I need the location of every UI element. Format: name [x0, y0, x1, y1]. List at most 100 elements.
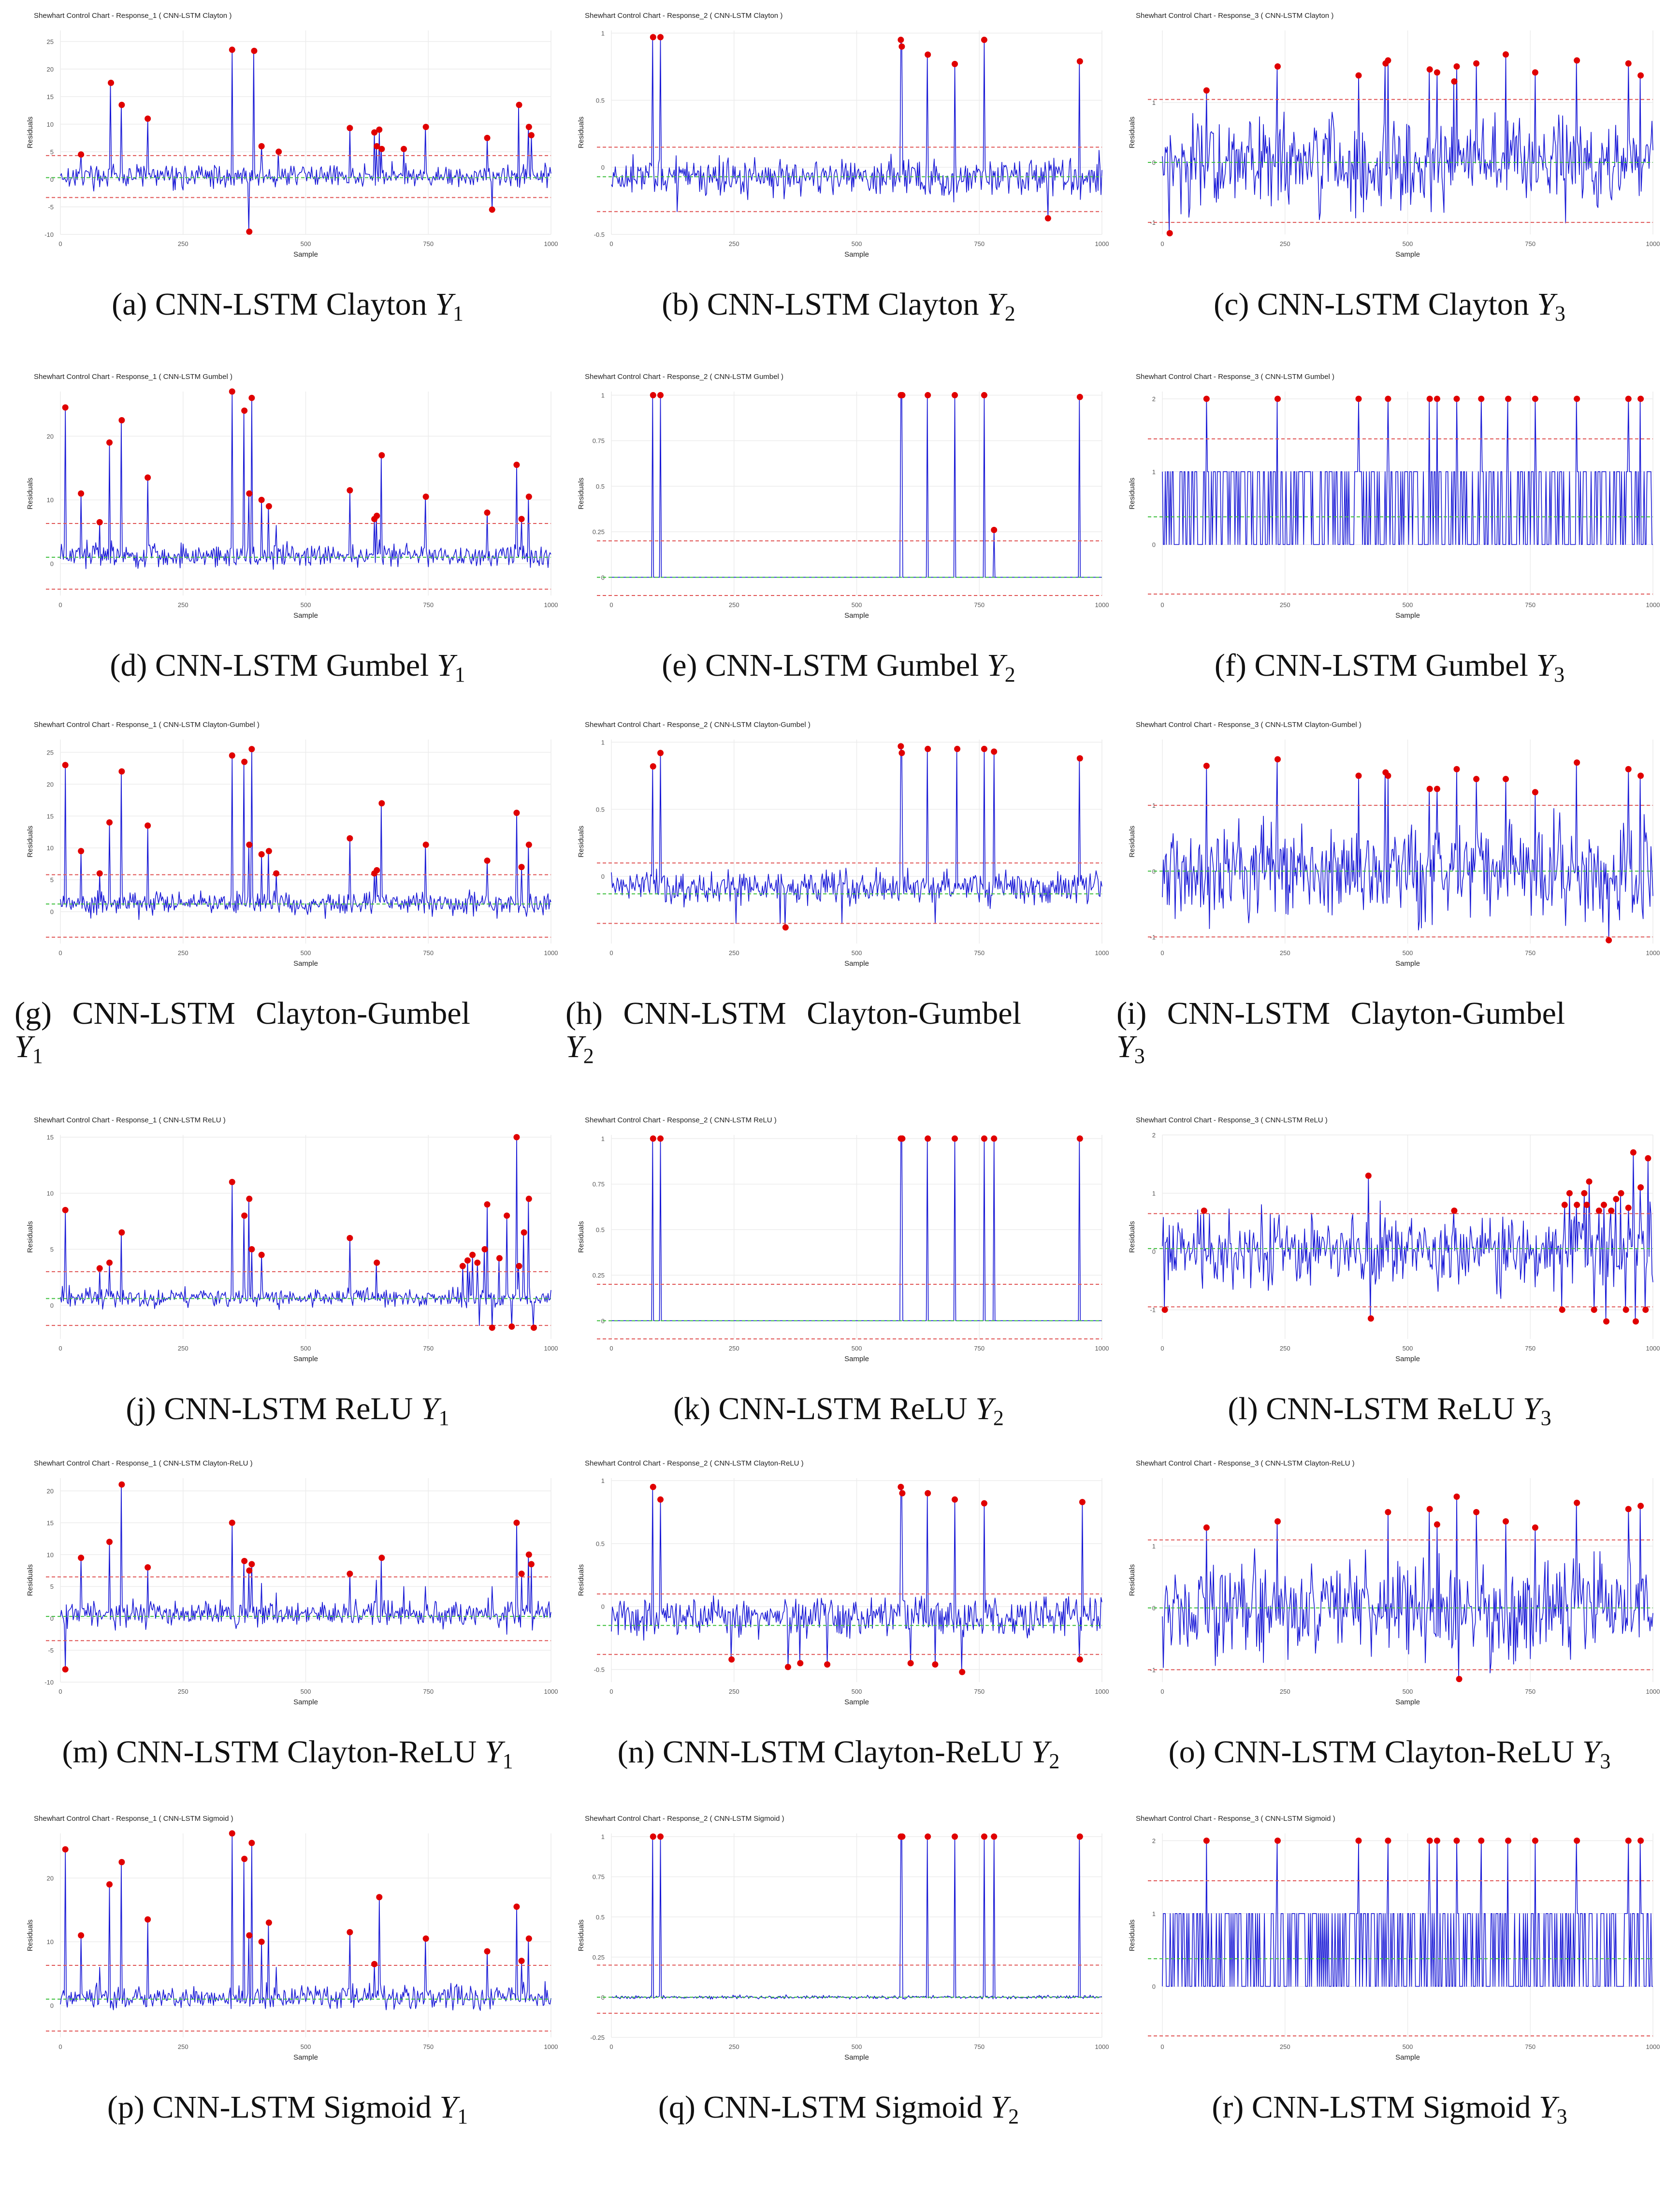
y-tick-label: 0.5: [596, 97, 605, 104]
out-of-control-point: [981, 1135, 987, 1142]
out-of-control-point: [1451, 78, 1458, 85]
x-tick-label: 250: [729, 1688, 739, 1695]
out-of-control-point: [504, 1212, 510, 1219]
out-of-control-point: [62, 1206, 69, 1213]
out-of-control-point: [899, 392, 906, 399]
out-of-control-point: [1559, 1307, 1565, 1313]
out-of-control-point: [1532, 69, 1538, 76]
chart-r: Shewhart Control Chart - Response_3 ( CN…: [1128, 1815, 1660, 2062]
out-of-control-point: [1274, 756, 1281, 763]
x-tick-label: 0: [609, 240, 613, 247]
out-of-control-point: [78, 1932, 85, 1939]
out-of-control-point: [650, 1833, 656, 1840]
out-of-control-point: [62, 404, 69, 411]
out-of-control-point: [1044, 215, 1051, 222]
x-axis-label: Sample: [293, 1698, 318, 1706]
out-of-control-point: [925, 1135, 931, 1142]
x-axis-label: Sample: [1395, 959, 1420, 968]
caption-label: (f) CNN-LSTM Gumbel: [1214, 648, 1528, 683]
chart-title: Shewhart Control Chart - Response_1 ( CN…: [34, 373, 232, 381]
out-of-control-point: [1532, 395, 1538, 402]
out-of-control-point: [1076, 1833, 1083, 1840]
subfigure-caption: (c) CNN-LSTM Clayton Y3: [1116, 288, 1663, 325]
out-of-control-point: [229, 1830, 235, 1837]
out-of-control-point: [96, 1265, 103, 1272]
x-tick-label: 1000: [1646, 2043, 1660, 2050]
x-tick-label: 250: [1280, 1688, 1290, 1695]
x-tick-label: 250: [729, 240, 739, 247]
out-of-control-point: [1503, 51, 1509, 58]
out-of-control-point: [1608, 1207, 1615, 1214]
caption-label: (q) CNN-LSTM Sigmoid: [658, 2090, 983, 2125]
out-of-control-point: [932, 1661, 939, 1668]
out-of-control-point: [1625, 1837, 1632, 1844]
y-tick-label: 0.5: [596, 483, 605, 490]
x-tick-label: 250: [729, 601, 739, 609]
caption-subscript: 2: [993, 1406, 1004, 1430]
y-tick-label: 0: [601, 873, 605, 880]
chart-h: Shewhart Control Chart - Response_2 ( CN…: [577, 721, 1109, 968]
out-of-control-point: [1601, 1202, 1607, 1208]
chart-title: Shewhart Control Chart - Response_2 ( CN…: [585, 12, 782, 20]
x-tick-label: 500: [1403, 601, 1413, 609]
x-tick-label: 250: [1280, 2043, 1290, 2050]
out-of-control-point: [513, 462, 520, 468]
y-tick-label: 0.75: [593, 437, 605, 445]
x-axis-label: Sample: [1395, 611, 1420, 620]
x-tick-label: 750: [1525, 240, 1535, 247]
x-tick-label: 1000: [1095, 1688, 1109, 1695]
caption-subscript: 1: [502, 1749, 513, 1773]
out-of-control-point: [1503, 1518, 1509, 1525]
x-tick-label: 0: [1160, 240, 1164, 247]
out-of-control-point: [1434, 1521, 1440, 1528]
chart-title: Shewhart Control Chart - Response_3 ( CN…: [1136, 1459, 1355, 1467]
out-of-control-point: [273, 870, 280, 877]
out-of-control-point: [513, 1903, 520, 1910]
x-tick-label: 0: [609, 601, 613, 609]
y-tick-label: 0.25: [593, 528, 605, 536]
x-tick-label: 750: [423, 240, 434, 247]
y-tick-label: 5: [50, 148, 54, 156]
chart-c: Shewhart Control Chart - Response_3 ( CN…: [1128, 12, 1660, 259]
out-of-control-point: [1076, 393, 1083, 400]
subfigure-caption: (k) CNN-LSTM ReLU Y2: [565, 1392, 1112, 1429]
x-axis-label: Sample: [844, 2053, 869, 2062]
y-tick-label: 0.75: [593, 1874, 605, 1881]
out-of-control-point: [728, 1656, 735, 1663]
out-of-control-point: [229, 1178, 235, 1185]
out-of-control-point: [907, 1660, 914, 1667]
caption-variable: Y: [435, 287, 453, 322]
subfigure-caption: (e) CNN-LSTM Gumbel Y2: [565, 649, 1112, 686]
out-of-control-point: [1434, 1837, 1440, 1844]
x-tick-label: 500: [301, 949, 311, 957]
out-of-control-point: [248, 1561, 255, 1568]
x-tick-label: 1000: [1646, 1345, 1660, 1352]
out-of-control-point: [422, 124, 429, 131]
y-tick-label: -0.5: [594, 1666, 605, 1673]
out-of-control-point: [898, 743, 904, 750]
caption-label: (b) CNN-LSTM Clayton: [662, 287, 979, 322]
out-of-control-point: [229, 1519, 235, 1526]
caption-label: (d) CNN-LSTM Gumbel: [110, 648, 429, 683]
out-of-control-point: [898, 750, 905, 756]
out-of-control-point: [374, 1259, 380, 1266]
out-of-control-point: [657, 750, 664, 756]
x-tick-label: 250: [1280, 1345, 1290, 1352]
out-of-control-point: [952, 1496, 958, 1503]
caption-variable: Y: [1522, 1391, 1541, 1426]
out-of-control-point: [258, 1938, 265, 1945]
x-tick-label: 500: [1403, 1345, 1413, 1352]
x-tick-label: 1000: [1095, 1345, 1109, 1352]
out-of-control-point: [347, 1929, 353, 1935]
caption-variable: Y: [1536, 648, 1554, 683]
chart-i: Shewhart Control Chart - Response_3 ( CN…: [1128, 721, 1660, 968]
x-tick-label: 1000: [1095, 240, 1109, 247]
x-tick-label: 500: [301, 601, 311, 609]
residual-series-line: [611, 746, 1102, 928]
subfigure-caption: (j) CNN-LSTM ReLU Y1: [14, 1392, 561, 1429]
y-tick-label: 0: [1152, 1248, 1156, 1255]
caption-label: (r) CNN-LSTM Sigmoid: [1212, 2090, 1531, 2125]
x-tick-label: 0: [58, 601, 62, 609]
out-of-control-point: [1385, 57, 1391, 64]
out-of-control-point: [1606, 937, 1612, 944]
